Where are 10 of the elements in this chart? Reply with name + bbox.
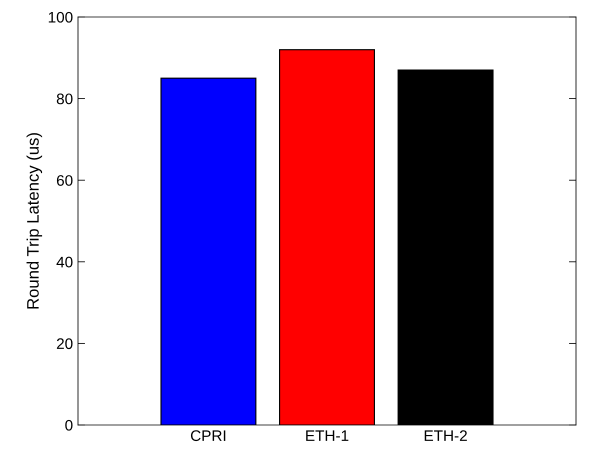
y-tick-label: 0 [65,420,73,431]
y-axis-title: Round Trip Latency (us) [26,133,42,309]
y-tick-label: 60 [56,175,73,186]
y-tick-label: 100 [48,12,73,23]
x-tick-label: ETH-1 [306,430,348,441]
y-tick-label: 80 [56,93,73,104]
x-tick-label: CPRI [190,430,226,442]
y-tick-label: 40 [56,256,73,268]
x-tick-label: ETH-2 [424,430,467,441]
y-tick-label: 20 [56,338,73,350]
